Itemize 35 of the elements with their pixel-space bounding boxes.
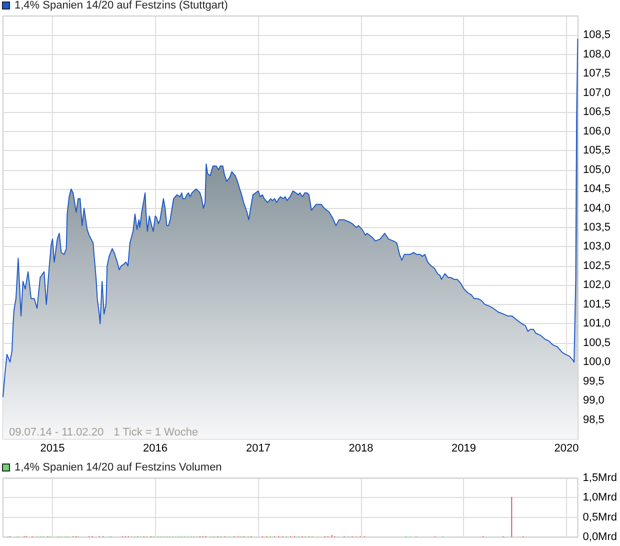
x-tick-label: 2015 <box>40 442 65 454</box>
y-tick-label: 107,5 <box>583 68 611 80</box>
y-tick-label: 108,0 <box>583 48 611 60</box>
y-tick-label: 104,5 <box>583 183 611 196</box>
y-tick-label: 99,0 <box>583 394 604 407</box>
y-tick-label: 106,0 <box>583 125 611 138</box>
y-tick-label: 1,0Mrd <box>582 492 618 504</box>
y-tick-label: 98,5 <box>583 414 604 426</box>
y-tick-label: 104,0 <box>583 202 611 214</box>
y-tick-label: 103,0 <box>583 240 611 253</box>
y-tick-label: 107,0 <box>583 86 611 99</box>
y-tick-label: 102,0 <box>583 279 611 292</box>
x-tick-label: 2017 <box>246 442 271 454</box>
y-tick-label: 108,5 <box>583 29 611 42</box>
legend-label: 1,4% Spanien 14/20 auf Festzins Volumen <box>14 462 222 474</box>
y-tick-label: 100,5 <box>583 336 611 349</box>
x-tick-label: 2018 <box>348 442 374 454</box>
y-tick-label: 105,5 <box>583 144 611 157</box>
y-tick-label: 103,5 <box>583 222 611 234</box>
x-tick-label: 2020 <box>554 442 579 454</box>
y-tick-label: 106,5 <box>583 106 611 118</box>
x-tick-label: 2016 <box>143 442 168 454</box>
legend-label: 1,4% Spanien 14/20 auf Festzins (Stuttgart) <box>14 0 228 12</box>
y-tick-label: 102,5 <box>583 260 611 272</box>
annotation: 1 Tick = 1 Woche <box>114 426 198 438</box>
y-tick-label: 1,5Mrd <box>582 472 618 484</box>
y-tick-label: 101,0 <box>583 318 611 330</box>
annotation: 09.07.14 - 11.02.20 <box>9 426 104 438</box>
y-tick-label: 0,0Mrd <box>582 531 618 543</box>
x-tick-label: 2019 <box>451 442 476 454</box>
y-tick-label: 101,5 <box>583 298 611 310</box>
y-tick-label: 100,0 <box>583 356 611 368</box>
y-tick-label: 0,5Mrd <box>582 511 618 524</box>
y-tick-label: 105,0 <box>583 164 611 176</box>
y-tick-label: 99,5 <box>583 375 604 388</box>
